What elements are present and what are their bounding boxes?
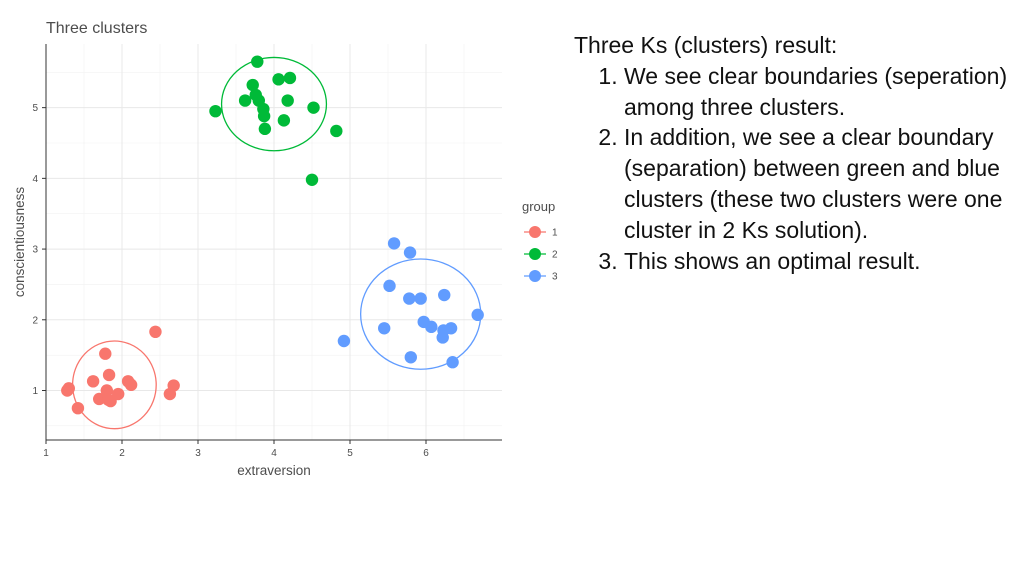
data-point-group-3 (387, 237, 401, 250)
data-point-group-2 (257, 109, 271, 123)
data-point-group-1 (112, 387, 125, 401)
x-tick-label: 2 (119, 448, 125, 459)
data-point-group-1 (100, 384, 114, 397)
data-point-group-2 (277, 114, 291, 127)
notes-list: We see clear boundaries (seperation) amo… (574, 61, 1014, 277)
chart-title: Three clusters (46, 20, 147, 37)
scatter-chart: Three clusters 1 2 3 4 5 6 1 2 3 4 5 extraversion… (12, 20, 558, 478)
data-point-group-3 (438, 288, 451, 302)
x-tick-label: 5 (347, 448, 353, 459)
legend-label: 3 (552, 272, 558, 283)
x-tick-label: 6 (423, 448, 429, 459)
data-point-group-3 (403, 292, 416, 305)
y-tick-label: 4 (32, 174, 38, 185)
notes-item: In addition, we see a clear boundary (se… (624, 122, 1014, 245)
data-point-group-3 (337, 334, 351, 348)
data-point-group-1 (99, 347, 112, 360)
data-point-group-3 (378, 322, 391, 335)
x-tick-labels: 1 2 3 4 5 6 (43, 448, 429, 459)
y-tick-label: 3 (32, 245, 38, 256)
data-point-group-1 (93, 392, 106, 406)
data-point-group-1 (149, 325, 162, 339)
data-point-group-1 (62, 382, 75, 395)
x-tick-label: 4 (271, 448, 277, 459)
data-point-group-2 (272, 73, 285, 86)
y-tick-labels: 1 2 3 4 5 (32, 103, 38, 397)
notes-panel: Three Ks (clusters) result: We see clear… (574, 30, 1014, 276)
data-point-group-2 (330, 124, 343, 138)
y-tick-label: 1 (32, 386, 38, 397)
legend-key-point (529, 270, 541, 282)
legend-title: group (522, 199, 555, 214)
data-point-group-2 (283, 71, 297, 85)
legend: group 1 2 3 (522, 199, 558, 283)
data-point-group-3 (446, 356, 459, 369)
data-point-group-3 (404, 351, 417, 364)
y-tick-label: 2 (32, 315, 38, 326)
notes-heading: Three Ks (clusters) result: (574, 32, 838, 58)
data-point-group-1 (102, 368, 116, 382)
y-axis-label: conscientiousness (12, 187, 27, 298)
x-axis-label: extraversion (237, 463, 311, 478)
data-point-group-2 (209, 104, 222, 118)
data-point-group-3 (403, 246, 417, 259)
data-point-group-3 (471, 308, 484, 322)
data-point-group-2 (307, 101, 320, 114)
data-points (61, 55, 484, 415)
data-point-group-1 (167, 379, 180, 392)
axes (42, 44, 502, 444)
data-point-group-2 (258, 122, 272, 136)
data-point-group-2 (238, 94, 252, 107)
data-point-group-3 (383, 279, 396, 293)
data-point-group-2 (305, 173, 319, 186)
legend-label: 2 (552, 250, 558, 261)
notes-item: This shows an optimal result. (624, 246, 1014, 277)
data-point-group-3 (444, 322, 458, 335)
data-point-group-2 (246, 78, 259, 92)
x-tick-label: 1 (43, 448, 49, 459)
data-point-group-1 (124, 378, 138, 392)
y-tick-label: 5 (32, 103, 38, 114)
notes-item: We see clear boundaries (seperation) amo… (624, 61, 1014, 123)
data-point-group-1 (71, 401, 85, 415)
x-tick-label: 3 (195, 448, 201, 459)
data-point-group-3 (414, 292, 427, 305)
data-point-group-2 (251, 55, 264, 68)
cluster-ellipse-2 (220, 56, 328, 152)
data-point-group-2 (281, 94, 294, 107)
data-point-group-1 (86, 375, 100, 388)
legend-key-point (529, 248, 541, 260)
legend-label: 1 (552, 228, 558, 239)
data-point-group-3 (425, 320, 438, 334)
legend-key-point (529, 226, 541, 238)
